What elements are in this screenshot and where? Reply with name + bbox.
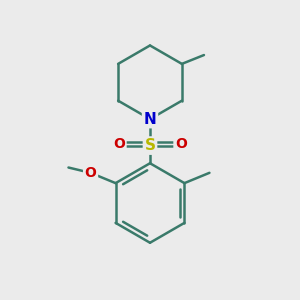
Text: O: O [85, 166, 97, 180]
Text: O: O [113, 137, 125, 151]
Text: N: N [144, 112, 156, 127]
Text: S: S [145, 138, 155, 153]
Text: O: O [175, 137, 187, 151]
